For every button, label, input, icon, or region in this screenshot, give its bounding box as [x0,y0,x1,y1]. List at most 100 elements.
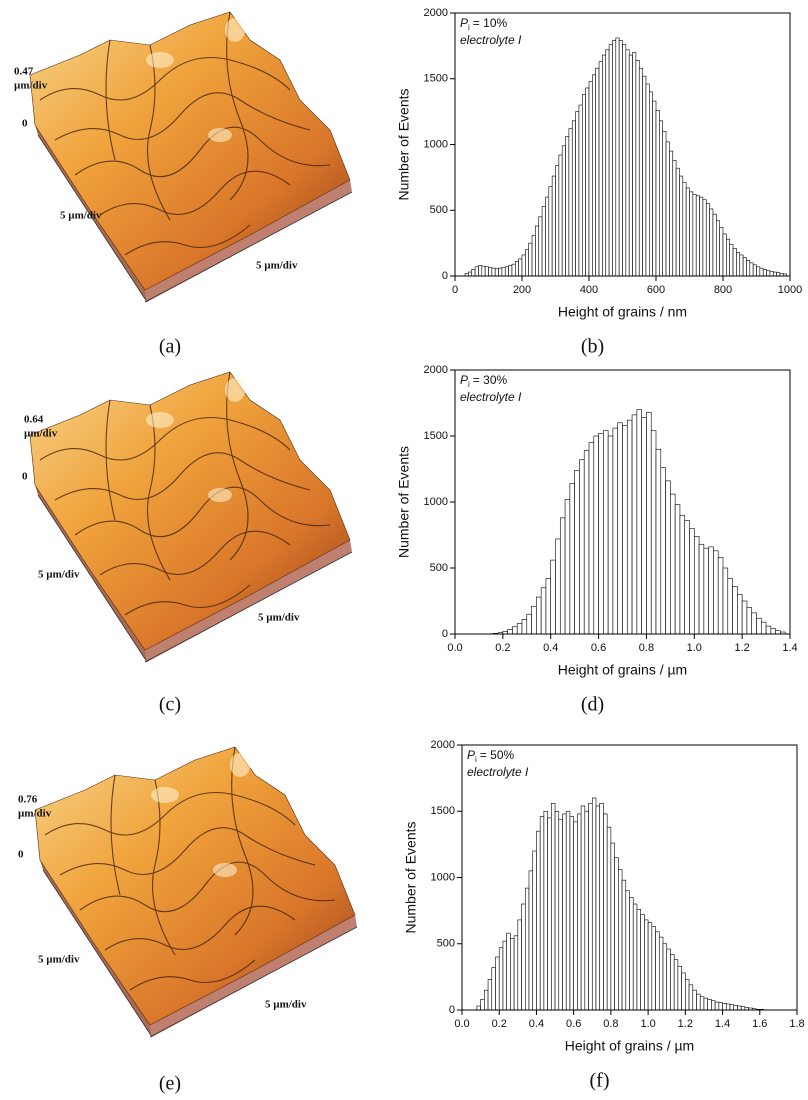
bar [707,999,712,1011]
bar [640,914,645,1011]
bar [702,199,707,277]
panel-label: (e) [159,1073,181,1095]
bar [588,442,595,635]
note: electrolyte I [467,765,529,779]
bar [670,954,675,1011]
bar [536,830,541,1011]
bar [565,810,571,1011]
x-axis-title: Height of grains / µm [565,1038,694,1054]
z-zero: 0 [22,118,28,130]
bar [746,607,753,635]
y-scale: 5 µm/div [256,260,298,272]
bar [595,67,600,277]
bar [525,249,529,277]
bar [641,417,647,635]
panel-label: (c) [159,694,181,716]
bar [502,940,507,1011]
bar [689,191,694,277]
bar [684,520,690,635]
bar [506,932,511,1011]
bar [719,227,724,277]
bar [521,254,526,277]
bar [532,850,537,1011]
bar [543,810,548,1011]
x-tick-label: 600 [647,284,665,296]
bar [588,802,593,1011]
x-tick-label: 0.2 [495,642,510,654]
bar [518,258,523,277]
x-tick-label: 1.2 [734,642,749,654]
bar [650,430,657,635]
bar [732,248,737,277]
bar [528,242,533,277]
bar [741,600,748,635]
subscript: i [468,380,470,389]
bar [605,49,610,277]
y-axis-title: Number of Events [396,446,412,558]
bar [703,547,709,635]
bar [762,269,767,277]
bar [766,270,771,277]
bar [760,621,767,635]
bar [579,459,585,635]
bar [531,234,536,277]
bar [714,1001,720,1011]
z-zero: 0 [18,849,24,861]
x-tick-label: 0.0 [447,642,462,654]
bar [670,493,676,635]
bar [578,104,583,277]
bar [699,996,705,1011]
y-tick-label: 2000 [431,739,455,751]
bar [494,268,499,277]
y-tick-label: 2000 [424,7,448,19]
bar [602,54,607,277]
symbol: P [460,16,468,30]
bar [622,44,627,277]
bar [480,999,485,1011]
bar [742,257,747,277]
bar [468,271,473,277]
bar [488,267,493,277]
x-scale: 5 µm/div [38,569,80,581]
bar [569,483,575,635]
symbol: P [460,373,468,387]
x-tick-label: 1.0 [687,642,702,654]
y-axis-title: Number of Events [403,821,419,933]
bar [471,269,476,277]
bar [550,559,556,635]
bar [737,1005,742,1011]
z-scale: 0.64 [24,414,44,426]
z-unit: µm/div [18,808,52,820]
x-axis-title: Height of grains / nm [558,304,687,320]
bar [487,979,493,1011]
y-tick-label: 500 [430,562,448,574]
bar [559,517,566,635]
bar [631,414,638,635]
bar [547,817,552,1011]
bar [727,578,733,635]
bar [698,543,705,635]
x-tick-label: 0.4 [543,642,558,654]
bar [603,813,608,1011]
bar [711,1000,716,1011]
y-tick-label: 0 [442,270,448,282]
bar [561,145,566,277]
bar [513,935,519,1011]
bar [629,897,634,1011]
bar [535,225,540,277]
bar [648,91,653,277]
bar [642,75,647,277]
bar [524,887,530,1011]
y-tick-label: 0 [449,1004,455,1016]
bar [517,919,522,1011]
bar [749,262,754,277]
z-scale: 0.47 [14,66,34,78]
y-scale: 5 µm/div [265,999,307,1011]
afm-surface [34,746,358,1038]
bar [551,802,556,1011]
bar [695,195,700,277]
bar [636,908,641,1011]
bar [659,120,663,277]
x-tick-label: 0.6 [566,1018,581,1030]
bar [591,797,597,1011]
